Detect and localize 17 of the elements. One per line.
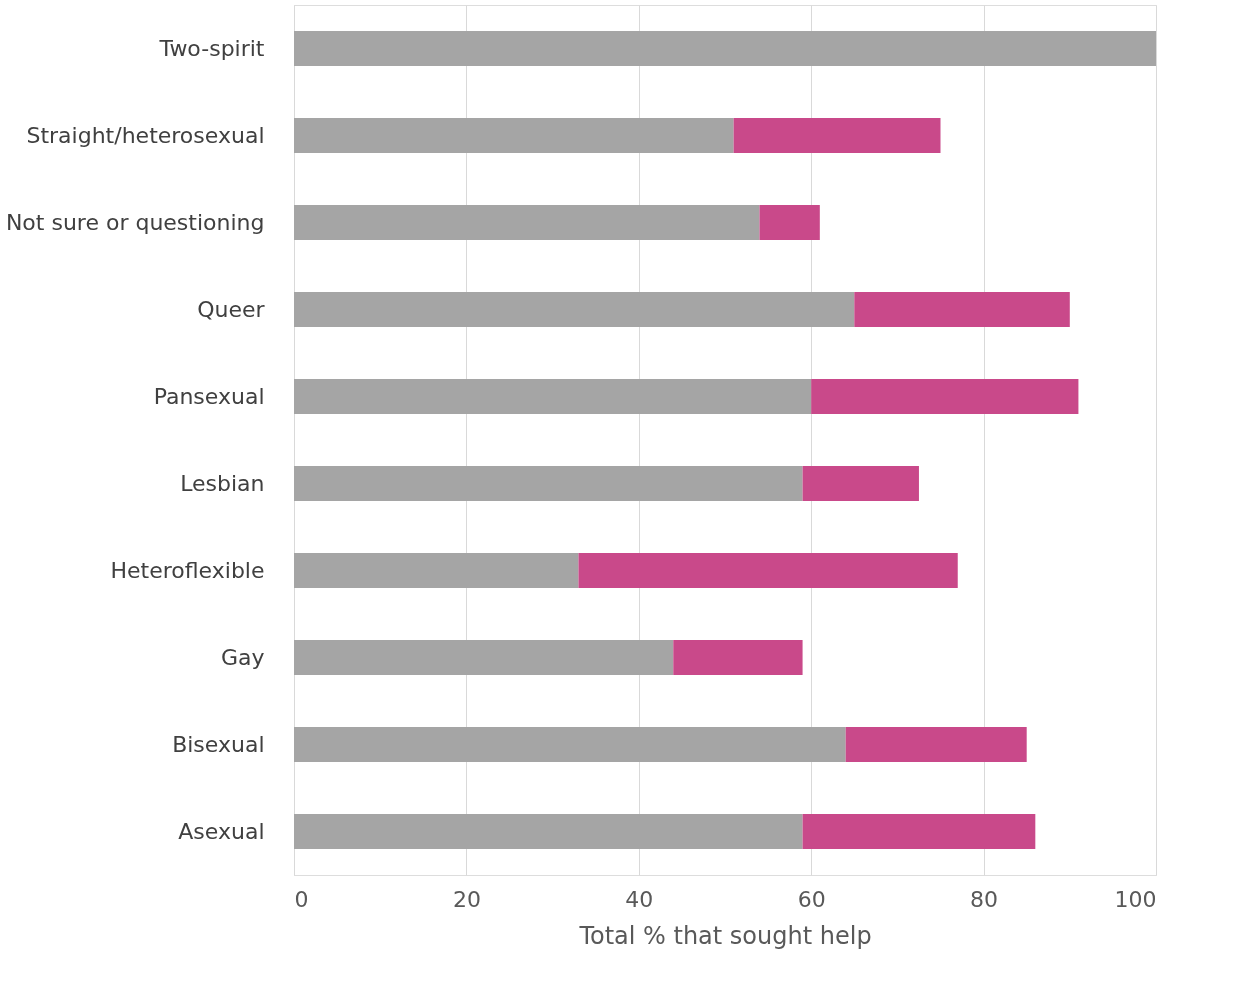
y-tick-label: Not sure or questioning [5, 209, 265, 235]
y-tick-label: Asexual [178, 818, 265, 844]
y-tick-label: Pansexual [153, 383, 265, 409]
x-tick-label: 80 [970, 886, 999, 912]
y-tick-label: Queer [197, 296, 266, 322]
y-tick-label: Bisexual [172, 731, 265, 757]
y-tick-label: Heteroflexible [110, 557, 265, 583]
x-tick-label: 60 [797, 886, 826, 912]
x-axis-title: Total % that sought help [578, 921, 872, 950]
y-tick-label: Gay [220, 644, 265, 670]
y-tick-label: Straight/heterosexual [26, 122, 265, 148]
y-tick-label: Two-spirit [158, 35, 265, 61]
x-tick-label: 100 [1114, 886, 1157, 912]
x-tick-label: 0 [294, 886, 309, 912]
y-tick-label: Lesbian [180, 470, 265, 496]
x-tick-label: 40 [625, 886, 654, 912]
x-tick-label: 20 [452, 886, 481, 912]
